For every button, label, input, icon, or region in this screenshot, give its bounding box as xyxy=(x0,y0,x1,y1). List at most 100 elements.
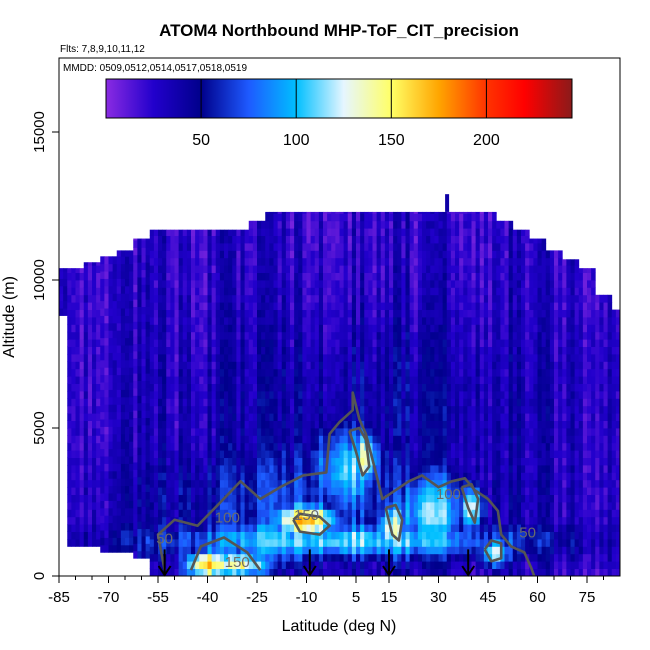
heatmap-cell xyxy=(71,524,76,532)
heatmap-cell xyxy=(203,472,208,481)
heatmap-cell xyxy=(186,272,192,281)
heatmap-cell xyxy=(298,553,303,562)
heatmap-cell xyxy=(79,420,85,429)
heatmap-cell xyxy=(475,398,481,407)
heatmap-cell xyxy=(479,420,485,429)
heatmap-cell xyxy=(351,361,357,370)
heatmap-cell xyxy=(125,433,130,442)
heatmap-cell xyxy=(252,524,258,532)
heatmap-cell xyxy=(158,494,163,503)
heatmap-cell xyxy=(191,524,196,532)
heatmap-cell xyxy=(368,361,373,370)
heatmap-cell xyxy=(120,478,126,487)
heatmap-cell xyxy=(269,339,274,347)
heatmap-cell xyxy=(186,502,192,510)
heatmap-cell xyxy=(479,228,485,236)
heatmap-cell xyxy=(232,524,237,532)
heatmap-cell xyxy=(265,368,270,377)
heatmap-cell xyxy=(83,346,89,355)
heatmap-cell xyxy=(166,257,171,266)
heatmap-cell xyxy=(174,398,180,407)
heatmap-cell xyxy=(310,368,316,377)
heatmap-cell xyxy=(389,324,394,333)
heatmap-cell xyxy=(63,300,68,309)
heatmap-cell xyxy=(149,376,155,384)
heatmap-cell xyxy=(294,531,299,540)
heatmap-cell xyxy=(331,420,336,429)
heatmap-cell xyxy=(434,265,439,273)
heatmap-cell xyxy=(310,211,316,214)
heatmap-cell xyxy=(479,502,485,510)
heatmap-cell xyxy=(372,257,378,266)
heatmap-cell xyxy=(360,331,365,340)
heatmap-cell xyxy=(430,346,435,355)
heatmap-cell xyxy=(393,553,398,562)
heatmap-cell xyxy=(500,553,505,562)
heatmap-cell xyxy=(413,531,419,540)
heatmap-cell xyxy=(182,294,188,303)
heatmap-cell xyxy=(463,479,468,488)
heatmap-cell xyxy=(290,472,295,481)
heatmap-cell xyxy=(215,391,221,399)
heatmap-cell xyxy=(364,383,369,392)
heatmap-cell xyxy=(79,494,85,503)
heatmap-cell xyxy=(471,309,477,318)
heatmap-cell xyxy=(335,502,340,510)
heatmap-cell xyxy=(104,470,109,479)
heatmap-cell xyxy=(87,479,93,488)
heatmap-cell xyxy=(207,413,213,421)
heatmap-cell xyxy=(178,317,184,325)
heatmap-cell xyxy=(356,524,361,532)
heatmap-cell xyxy=(191,265,196,273)
heatmap-cell xyxy=(149,465,155,473)
heatmap-cell xyxy=(380,250,386,259)
heatmap-cell xyxy=(129,374,134,383)
heatmap-cell xyxy=(269,309,274,318)
heatmap-cell xyxy=(269,213,274,222)
heatmap-cell xyxy=(384,228,390,236)
heatmap-cell xyxy=(442,428,448,436)
heatmap-cell xyxy=(306,546,312,555)
heatmap-cell xyxy=(479,442,485,451)
heatmap-cell xyxy=(257,257,262,266)
heatmap-cell xyxy=(372,435,378,444)
heatmap-cell xyxy=(438,257,444,266)
heatmap-cell xyxy=(112,404,118,413)
heatmap-cell xyxy=(389,265,394,273)
heatmap-cell xyxy=(265,516,270,525)
heatmap-cell xyxy=(455,561,460,569)
heatmap-cell xyxy=(273,420,279,429)
heatmap-cell xyxy=(335,457,340,466)
heatmap-cell xyxy=(236,502,241,510)
heatmap-cell xyxy=(166,229,171,236)
heatmap-cell xyxy=(496,294,501,303)
heatmap-cell xyxy=(108,389,114,398)
heatmap-cell xyxy=(265,309,270,318)
heatmap-cell xyxy=(463,561,468,569)
heatmap-cell xyxy=(228,250,233,259)
heatmap-cell xyxy=(401,309,406,318)
heatmap-cell xyxy=(343,531,349,540)
heatmap-cell xyxy=(323,339,328,347)
heatmap-cell xyxy=(488,465,493,473)
heatmap-cell xyxy=(430,539,435,547)
heatmap-cell xyxy=(269,472,274,481)
heatmap-cell xyxy=(137,240,142,248)
heatmap-cell xyxy=(257,265,262,273)
heatmap-cell xyxy=(364,280,369,288)
heatmap-cell xyxy=(120,330,126,339)
heatmap-cell xyxy=(96,262,101,266)
heatmap-cell xyxy=(450,317,456,325)
heatmap-cell xyxy=(158,398,163,407)
heatmap-cell xyxy=(261,235,266,244)
heatmap-cell xyxy=(219,376,225,384)
heatmap-cell xyxy=(294,302,299,310)
heatmap-cell xyxy=(479,428,485,436)
heatmap-cell xyxy=(434,472,439,481)
heatmap-cell xyxy=(364,294,369,303)
heatmap-cell xyxy=(145,410,151,419)
heatmap-cell xyxy=(71,302,76,310)
heatmap-cell xyxy=(471,531,477,540)
heatmap-cell xyxy=(483,420,489,429)
heatmap-cell xyxy=(401,346,406,355)
